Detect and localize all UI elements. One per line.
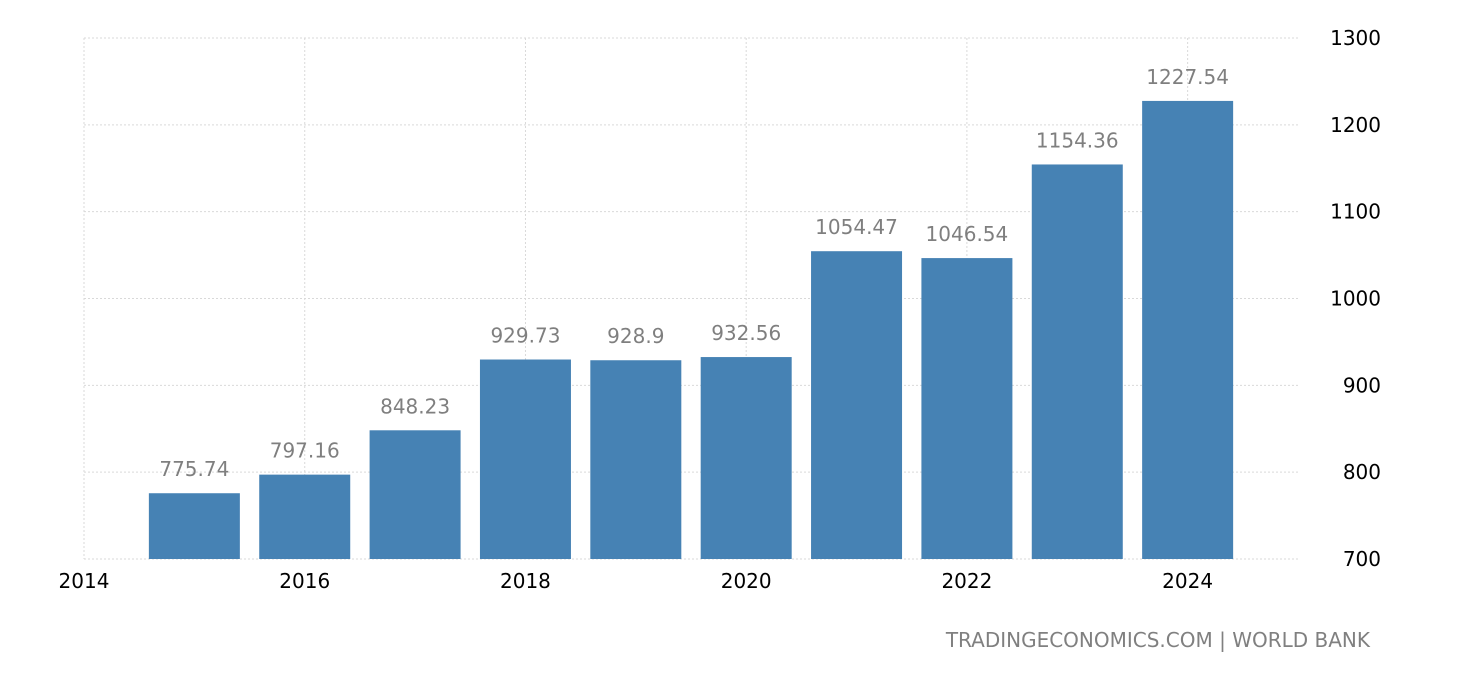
data-label-2020: 932.56 — [711, 321, 781, 345]
data-label-2019: 928.9 — [607, 324, 664, 348]
bar-2020 — [700, 357, 792, 559]
x-tick-label: 2022 — [941, 569, 992, 593]
data-labels: 775.74 797.16 848.23 929.73 928.9 932.56 1054.… — [159, 65, 1229, 481]
data-label-2023: 1154.36 — [1036, 128, 1119, 152]
source-credit: TRADINGECONOMICS.COM | WORLD BANK — [945, 628, 1370, 652]
y-tick-label: 700 — [1343, 547, 1381, 571]
x-tick-label: 2014 — [59, 569, 110, 593]
bar-2015 — [148, 493, 240, 559]
bar-2017 — [369, 430, 461, 559]
x-tick-label: 2016 — [279, 569, 330, 593]
y-axis-ticks: 700 800 900 1000 1100 1200 1300 — [1330, 26, 1381, 571]
x-tick-label: 2018 — [500, 569, 551, 593]
bar-2023 — [1031, 164, 1123, 560]
data-label-2017: 848.23 — [380, 394, 450, 418]
data-label-2015: 775.74 — [159, 457, 229, 481]
data-label-2021: 1054.47 — [815, 215, 898, 239]
data-label-2022: 1046.54 — [926, 222, 1009, 246]
bars — [148, 100, 1234, 560]
y-tick-label: 900 — [1343, 373, 1381, 397]
x-axis-ticks: 2014 2016 2018 2020 2022 2024 — [59, 569, 1214, 593]
x-tick-label: 2020 — [721, 569, 772, 593]
bar-2018 — [479, 359, 571, 559]
data-label-2018: 929.73 — [490, 324, 560, 348]
bar-2019 — [590, 360, 682, 559]
y-tick-label: 1200 — [1330, 113, 1381, 137]
y-tick-label: 1300 — [1330, 26, 1381, 50]
y-tick-label: 1000 — [1330, 287, 1381, 311]
data-label-2016: 797.16 — [270, 439, 340, 463]
bar-2021 — [811, 251, 903, 559]
bar-2016 — [259, 474, 351, 559]
x-tick-label: 2024 — [1162, 569, 1213, 593]
data-label-2024: 1227.54 — [1146, 65, 1229, 89]
y-tick-label: 1100 — [1330, 200, 1381, 224]
bar-2024 — [1142, 100, 1234, 559]
y-tick-label: 800 — [1343, 460, 1381, 484]
bar-2022 — [921, 258, 1013, 559]
